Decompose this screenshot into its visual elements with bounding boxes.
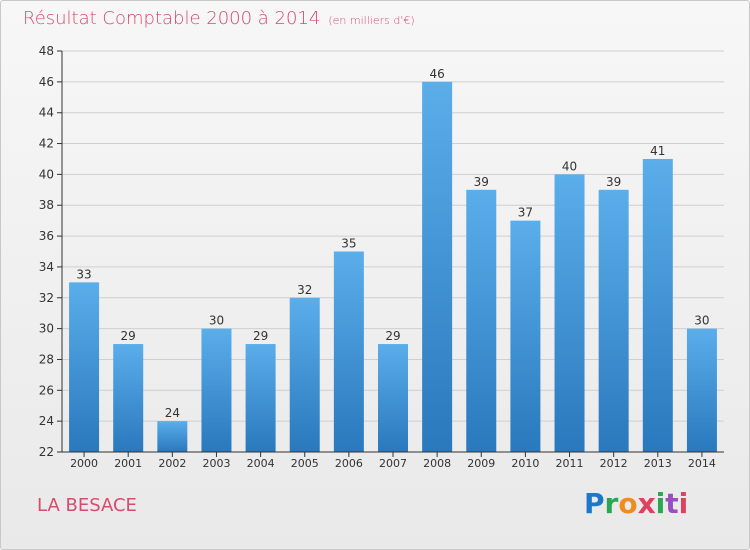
bar <box>69 282 100 452</box>
y-tick-label: 38 <box>39 198 54 212</box>
bar <box>466 189 497 453</box>
bar <box>510 220 541 452</box>
y-tick-label: 28 <box>39 352 54 366</box>
y-tick-label: 44 <box>39 106 54 120</box>
x-tick-label: 2011 <box>556 457 584 470</box>
bar <box>422 81 453 452</box>
bar-layer <box>69 81 717 453</box>
bar-value-label: 46 <box>429 67 444 81</box>
bar-value-label: 39 <box>606 175 621 189</box>
x-tick-label: 2013 <box>644 457 672 470</box>
chart-title: Résultat Comptable 2000 à 2014 (en millie… <box>23 8 415 29</box>
label-layer: 33 2000 29 2001 24 2002 30 2003 29 2004 32 2005 35 20… <box>70 67 716 470</box>
bar <box>245 344 276 452</box>
bar <box>157 421 188 452</box>
x-tick-label: 2004 <box>247 457 275 470</box>
bar <box>113 344 144 452</box>
bar-value-label: 35 <box>341 237 356 251</box>
x-tick-label: 2014 <box>688 457 716 470</box>
proxiti-logo: Proxiti <box>584 487 689 520</box>
y-tick-label: 42 <box>39 137 54 151</box>
bar-value-label: 40 <box>562 159 577 173</box>
y-tick-label: 46 <box>39 75 54 89</box>
bar-value-label: 39 <box>474 175 489 189</box>
bar-value-label: 30 <box>694 314 709 328</box>
bar <box>333 251 364 452</box>
bar-value-label: 41 <box>650 144 665 158</box>
y-tick-label: 34 <box>39 260 54 274</box>
x-tick-label: 2002 <box>158 457 186 470</box>
x-tick-label: 2006 <box>335 457 363 470</box>
axis-layer: 22 24 26 28 30 32 34 36 38 40 42 44 46 48 <box>39 44 724 459</box>
bar-value-label: 37 <box>518 206 533 220</box>
chart-title-text: Résultat Comptable 2000 à 2014 <box>23 8 321 29</box>
bar <box>686 328 717 452</box>
bar-value-label: 33 <box>76 267 91 281</box>
x-tick-label: 2008 <box>423 457 451 470</box>
bar-value-label: 30 <box>209 314 224 328</box>
y-tick-label: 30 <box>39 322 54 336</box>
bar-value-label: 29 <box>121 329 136 343</box>
bar-value-label: 32 <box>297 283 312 297</box>
x-tick-label: 2003 <box>202 457 230 470</box>
bar-value-label: 29 <box>385 329 400 343</box>
bar <box>378 344 408 452</box>
bar <box>642 158 673 452</box>
x-tick-label: 2001 <box>114 457 142 470</box>
x-tick-label: 2012 <box>600 457 628 470</box>
x-tick-label: 2009 <box>467 457 495 470</box>
y-tick-label: 40 <box>39 167 54 181</box>
y-tick-label: 32 <box>39 291 54 305</box>
y-tick-label: 36 <box>39 229 54 243</box>
bar <box>201 328 232 452</box>
bar-value-label: 24 <box>165 406 180 420</box>
bar <box>554 174 585 452</box>
bar <box>598 189 629 453</box>
y-tick-label: 24 <box>39 414 54 428</box>
x-tick-label: 2005 <box>291 457 319 470</box>
place-name: LA BESACE <box>37 495 137 516</box>
x-tick-label: 2000 <box>70 457 98 470</box>
x-tick-label: 2010 <box>511 457 539 470</box>
y-tick-label: 48 <box>39 44 54 58</box>
y-tick-label: 26 <box>39 383 54 397</box>
bar <box>289 297 320 452</box>
chart-subtitle: (en milliers d'€) <box>328 14 415 27</box>
y-tick-label: 22 <box>39 445 54 459</box>
x-tick-label: 2007 <box>379 457 407 470</box>
bar-value-label: 29 <box>253 329 268 343</box>
